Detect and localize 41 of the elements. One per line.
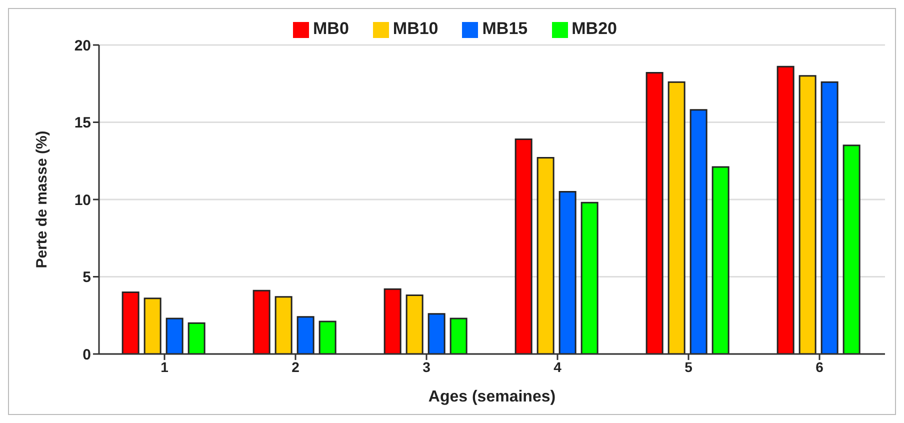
bar (798, 75, 816, 354)
bar (166, 318, 184, 354)
bar (536, 157, 554, 354)
bar (384, 288, 402, 354)
bar (514, 138, 532, 354)
bar (252, 290, 270, 354)
bar (296, 316, 314, 354)
x-tick-label: 5 (684, 358, 693, 375)
y-axis-title: Perte de masse (%) (33, 130, 50, 268)
bar (712, 166, 730, 354)
x-tick-label: 4 (554, 358, 562, 375)
bar (646, 72, 664, 354)
bar (776, 66, 794, 354)
y-tick-label: 0 (82, 346, 91, 364)
bar (690, 109, 708, 354)
x-tick-label: 2 (292, 358, 300, 375)
bar (406, 294, 424, 354)
bar (188, 322, 206, 354)
y-tick-label: 5 (82, 269, 91, 286)
y-tick-label: 10 (74, 192, 91, 209)
bar (558, 191, 576, 354)
legend-label: MB0 (313, 19, 349, 38)
bar (144, 298, 162, 354)
x-tick-label: 6 (816, 358, 824, 375)
bar (668, 81, 686, 354)
bar (318, 320, 336, 354)
x-axis-title: Ages (semaines) (428, 388, 556, 406)
bar (820, 81, 838, 354)
bar (842, 144, 860, 354)
legend-label: MB15 (482, 19, 528, 38)
legend-label: MB10 (392, 19, 438, 38)
bar (428, 313, 446, 354)
bar (450, 318, 468, 354)
x-tick-label: 3 (422, 358, 431, 375)
bar (580, 202, 598, 354)
legend-label: MB20 (572, 19, 617, 38)
bar (122, 291, 140, 354)
y-tick-label: 15 (74, 114, 91, 132)
y-tick-label: 20 (74, 37, 91, 54)
x-tick-label: 1 (160, 358, 169, 375)
bar (274, 296, 292, 354)
